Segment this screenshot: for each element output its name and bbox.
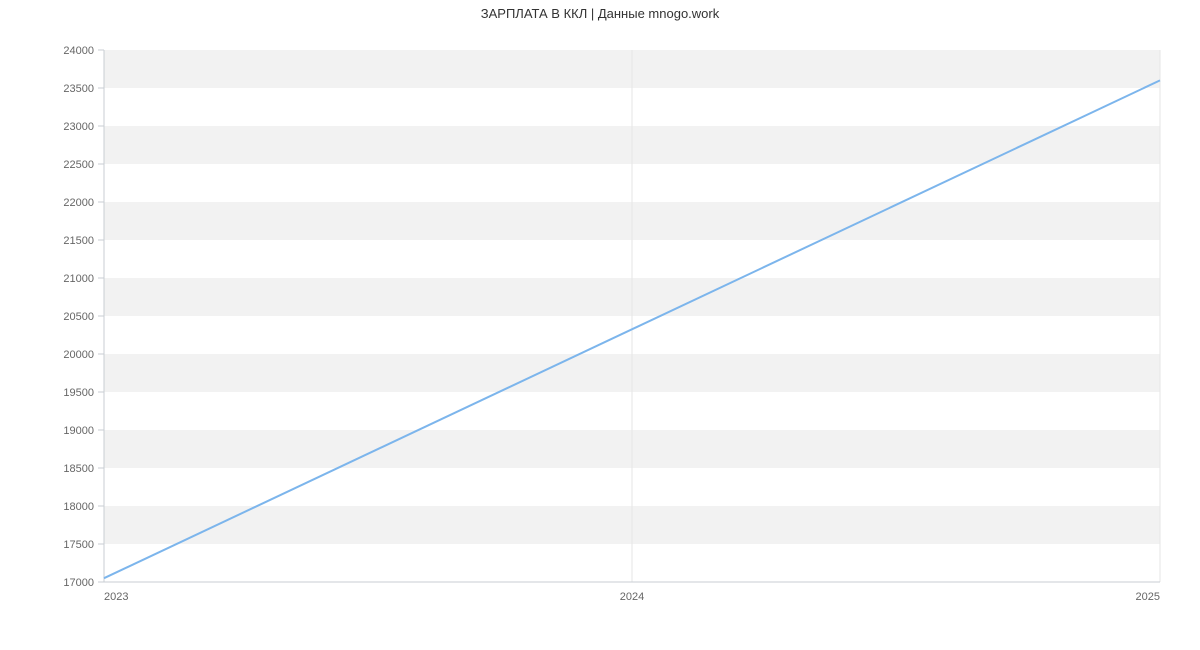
y-tick-label: 21000: [63, 273, 94, 285]
x-tick-label: 2023: [104, 591, 128, 603]
y-tick-label: 23000: [63, 121, 94, 133]
y-tick-label: 19000: [63, 425, 94, 437]
y-tick-label: 18500: [63, 463, 94, 475]
x-tick-label: 2025: [1136, 591, 1160, 603]
y-tick-label: 17500: [63, 539, 94, 551]
y-tick-label: 20000: [63, 349, 94, 361]
x-tick-label: 2024: [620, 591, 644, 603]
chart-svg: 17000 17500 18000 18500 19000 19500 20000 20500…: [0, 0, 1200, 650]
y-tick-label: 22000: [63, 197, 94, 209]
y-tick-label: 18000: [63, 501, 94, 513]
y-tick-label: 20500: [63, 311, 94, 323]
y-tick-label: 21500: [63, 235, 94, 247]
y-tick-label: 23500: [63, 83, 94, 95]
y-tick-label: 19500: [63, 387, 94, 399]
y-tick-label: 17000: [63, 577, 94, 589]
y-tick-label: 22500: [63, 159, 94, 171]
y-tick-label: 24000: [63, 45, 94, 57]
salary-line-chart: ЗАРПЛАТА В ККЛ | Данные mnogo.work 17000…: [0, 0, 1200, 650]
